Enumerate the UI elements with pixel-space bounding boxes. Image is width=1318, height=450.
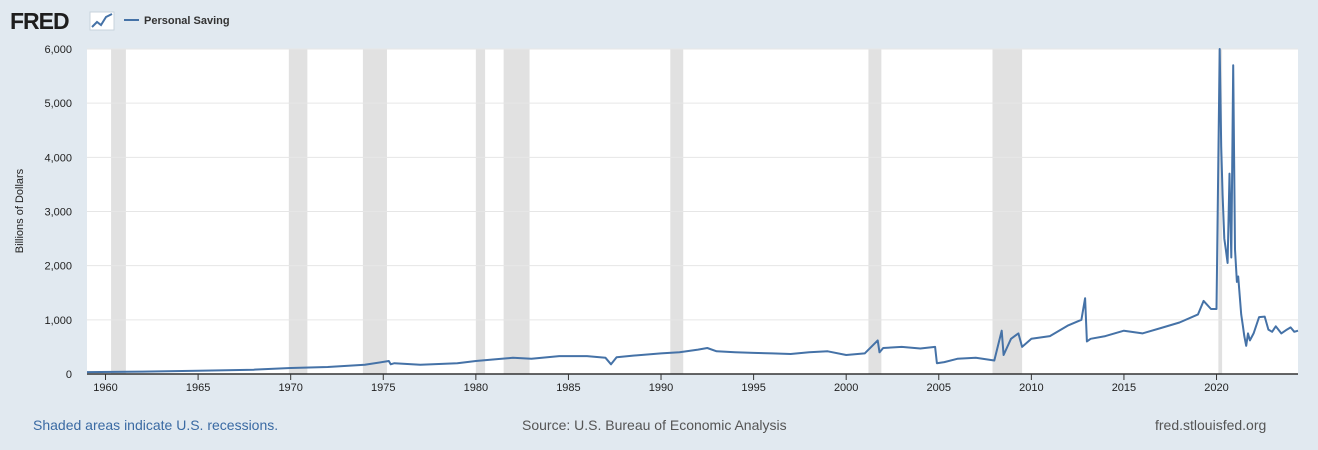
x-tick-label: 1980 [464,382,488,394]
x-tick-label: 1985 [556,382,580,394]
y-tick-label: 6,000 [44,44,72,56]
x-tick-label: 1970 [278,382,302,394]
fred-logo-text: FRED [10,8,69,34]
series-line-personal-saving [86,48,1299,374]
fred-logo[interactable]: FRED [10,8,115,34]
x-tick-label: 2020 [1204,382,1228,394]
y-tick-label: 3,000 [44,207,72,219]
grid [87,48,1298,321]
y-axis: 0 1,000 2,000 3,000 4,000 5,000 6,000 [44,44,72,381]
y-tick-label: 2,000 [44,261,72,273]
recession-note: Shaded areas indicate U.S. recessions. [33,417,279,433]
x-tick-label: 2000 [834,382,858,394]
x-tick-label: 2005 [927,382,951,394]
y-axis-label: Billions of Dollars [14,168,26,253]
x-axis: 1960 1965 1970 1975 1980 1985 1990 1995 2000 2005… [93,374,1229,394]
site-link[interactable]: fred.stlouisfed.org [1155,417,1267,433]
fred-logo-chart-icon [89,11,115,31]
legend: Personal Saving [124,15,230,27]
y-tick-label: 1,000 [44,315,72,327]
x-tick-label: 1965 [186,382,210,394]
y-tick-label: 0 [66,369,72,381]
legend-label: Personal Saving [144,15,230,27]
source-note: Source: U.S. Bureau of Economic Analysis [522,417,787,433]
x-tick-label: 2010 [1019,382,1043,394]
x-tick-label: 1960 [93,382,117,394]
y-tick-label: 4,000 [44,152,72,164]
x-tick-label: 1995 [741,382,765,394]
x-tick-label: 2015 [1112,382,1136,394]
x-tick-label: 1975 [371,382,395,394]
chart: FRED Personal Saving 0 1,000 2,000 3,000 4,0… [10,8,1299,394]
x-tick-label: 1990 [649,382,673,394]
y-tick-label: 5,000 [44,98,72,110]
